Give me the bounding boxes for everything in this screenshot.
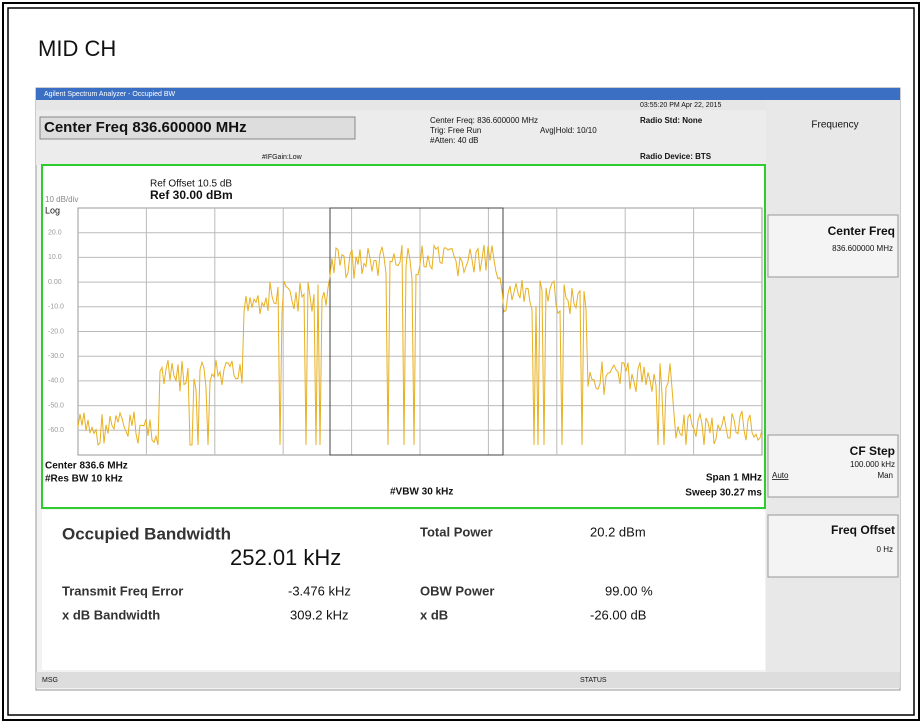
scale-type: Log: [45, 205, 60, 215]
title-bar: [36, 88, 900, 100]
center-freq: Center Freq 836.600000 MHz: [44, 119, 247, 136]
scale: 10 dB/div: [45, 195, 78, 204]
total-power-value: 20.2 dBm: [590, 524, 646, 539]
radio-std: Radio Std: None: [640, 116, 703, 125]
y-label: 0.00: [48, 279, 62, 286]
trig: Trig: Free Run: [430, 126, 481, 135]
center: Center 836.6 MHz: [45, 461, 128, 472]
xdb-bw-value: 309.2 kHz: [290, 607, 349, 622]
softkey-value: 0 Hz: [877, 545, 893, 554]
status-label: STATUS: [580, 677, 607, 684]
xdb-value: -26.00 dB: [590, 607, 646, 622]
softkey-freq-offset[interactable]: [767, 514, 899, 578]
grid: 20.0 10.0 0.00 -10.0 -20.0 -30.0 -40.0 -50.0 -60…: [48, 207, 763, 456]
status-msg: MSG: [42, 677, 58, 684]
radio-device: Radio Device: BTS: [640, 152, 712, 161]
status-row: [36, 100, 766, 110]
datetime: 03:55:20 PM Apr 22, 2015: [640, 102, 721, 109]
trace: [77, 243, 763, 447]
total-power-label: Total Power: [420, 524, 493, 539]
window-title: Agilent Spectrum Analyzer - Occupied BW: [44, 91, 176, 98]
y-label: -20.0: [48, 328, 64, 335]
inner-border: [7, 7, 915, 716]
obw-label: Occupied Bandwidth: [62, 524, 231, 543]
softkey-center-freq[interactable]: [767, 214, 899, 278]
y-label: -30.0: [48, 353, 64, 360]
span: Span 1 MHz: [706, 473, 762, 484]
softkey-label: Center Freq: [828, 224, 895, 238]
res-bw: #Res BW 10 kHz: [45, 474, 123, 485]
softkey-menu: Frequency: [811, 120, 858, 131]
freq-error-value: -3.476 kHz: [288, 583, 351, 598]
softkey-cf-step[interactable]: [767, 434, 899, 498]
obw-power-value: 99.00 %: [605, 583, 653, 598]
center-freq-info: Center Freq: 836.600000 MHz: [430, 116, 538, 125]
y-label: -50.0: [48, 402, 64, 409]
y-label: -60.0: [48, 427, 64, 434]
sweep: Sweep 30.27 ms: [685, 488, 762, 499]
softkey-label: CF Step: [850, 444, 895, 458]
obw-marker-box: [329, 207, 504, 456]
ref-level: Ref 30.00 dBm: [150, 188, 233, 202]
softkey-value: 836.600000 MHz: [832, 244, 893, 253]
avg-hold: Avg|Hold: 10/10: [540, 126, 597, 135]
softkey-panel: [766, 100, 900, 672]
results-panel: [42, 510, 765, 670]
if-gain: #IFGain:Low: [262, 154, 303, 161]
y-label: 10.0: [48, 254, 62, 261]
y-label: 20.0: [48, 230, 62, 237]
page-label: MID CH: [38, 36, 116, 61]
xdb-label: x dB: [420, 607, 448, 622]
status-bar: [36, 672, 900, 688]
softkey-auto: Auto: [772, 471, 789, 480]
center-freq-box: [39, 116, 356, 140]
obw-value: 252.01 kHz: [230, 545, 341, 570]
obw-power-label: OBW Power: [420, 583, 494, 598]
vbw: #VBW 30 kHz: [390, 487, 453, 498]
xdb-bw-label: x dB Bandwidth: [62, 607, 160, 622]
softkey-value: 100.000 kHz: [850, 460, 895, 469]
softkey-label: Freq Offset: [831, 523, 895, 537]
softkey-man: Man: [877, 471, 893, 480]
freq-error-label: Transmit Freq Error: [62, 583, 183, 598]
y-label: -10.0: [48, 304, 64, 311]
atten: #Atten: 40 dB: [430, 136, 478, 145]
y-label: -40.0: [48, 378, 64, 385]
ref-offset: Ref Offset 10.5 dB: [150, 179, 232, 190]
